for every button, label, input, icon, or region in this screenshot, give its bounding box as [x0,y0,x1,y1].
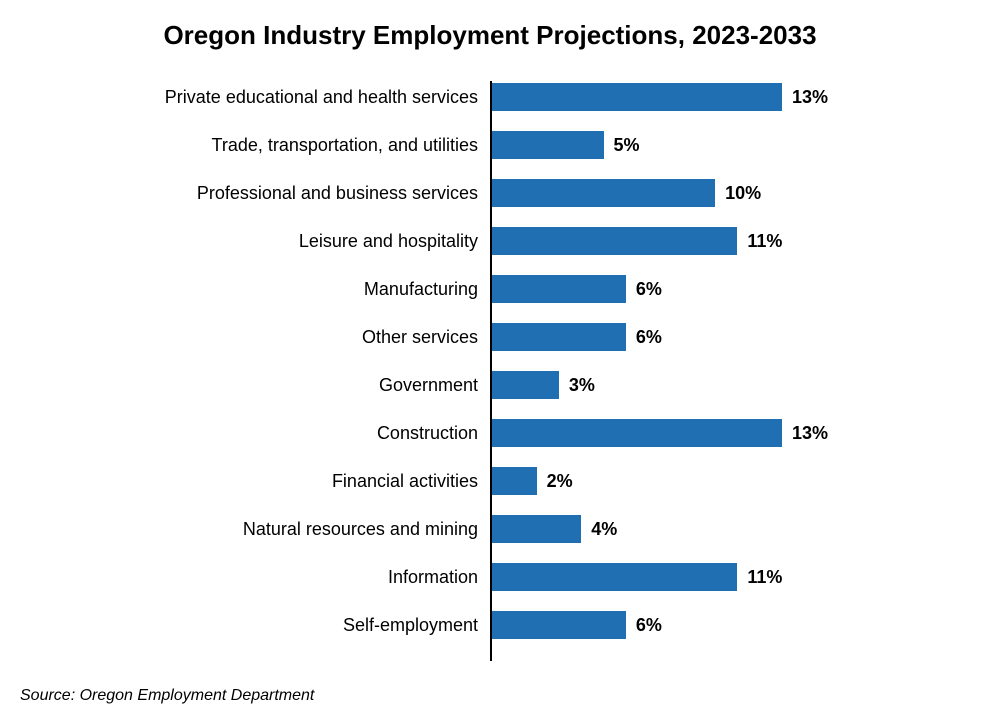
bar [492,563,737,591]
category-label: Government [379,375,490,396]
category-label: Manufacturing [364,279,490,300]
chart-row: Leisure and hospitality 11% [30,227,960,255]
value-label: 6% [626,327,662,348]
value-label: 10% [715,183,761,204]
category-label: Other services [362,327,490,348]
chart-row: Construction 13% [30,419,960,447]
plot-area: Private educational and health services 1… [30,81,960,661]
category-label: Information [388,567,490,588]
bar [492,275,626,303]
chart-row: Other services 6% [30,323,960,351]
chart-row: Professional and business services 10% [30,179,960,207]
chart-container: Oregon Industry Employment Projections, … [0,0,1000,725]
category-label: Construction [377,423,490,444]
bar [492,515,581,543]
category-label: Professional and business services [197,183,490,204]
chart-row: Self-employment 6% [30,611,960,639]
chart-title: Oregon Industry Employment Projections, … [20,20,960,51]
category-label: Private educational and health services [165,87,490,108]
bar [492,371,559,399]
value-label: 5% [604,135,640,156]
chart-row: Trade, transportation, and utilities 5% [30,131,960,159]
category-label: Financial activities [332,471,490,492]
chart-row: Private educational and health services 1… [30,83,960,111]
chart-row: Financial activities 2% [30,467,960,495]
category-label: Natural resources and mining [243,519,490,540]
bar [492,179,715,207]
bar [492,323,626,351]
chart-row: Government 3% [30,371,960,399]
bar [492,131,604,159]
chart-row: Information 11% [30,563,960,591]
value-label: 13% [782,87,828,108]
chart-row: Natural resources and mining 4% [30,515,960,543]
value-label: 11% [737,567,782,588]
bar [492,227,737,255]
category-label: Trade, transportation, and utilities [212,135,490,156]
value-label: 2% [537,471,573,492]
bar [492,467,537,495]
bar [492,419,782,447]
bar [492,83,782,111]
bar [492,611,626,639]
value-label: 13% [782,423,828,444]
category-label: Leisure and hospitality [299,231,490,252]
value-label: 6% [626,615,662,636]
chart-row: Manufacturing 6% [30,275,960,303]
value-label: 3% [559,375,595,396]
value-label: 6% [626,279,662,300]
category-label: Self-employment [343,615,490,636]
value-label: 11% [737,231,782,252]
value-label: 4% [581,519,617,540]
source-note: Source: Oregon Employment Department [20,687,314,705]
